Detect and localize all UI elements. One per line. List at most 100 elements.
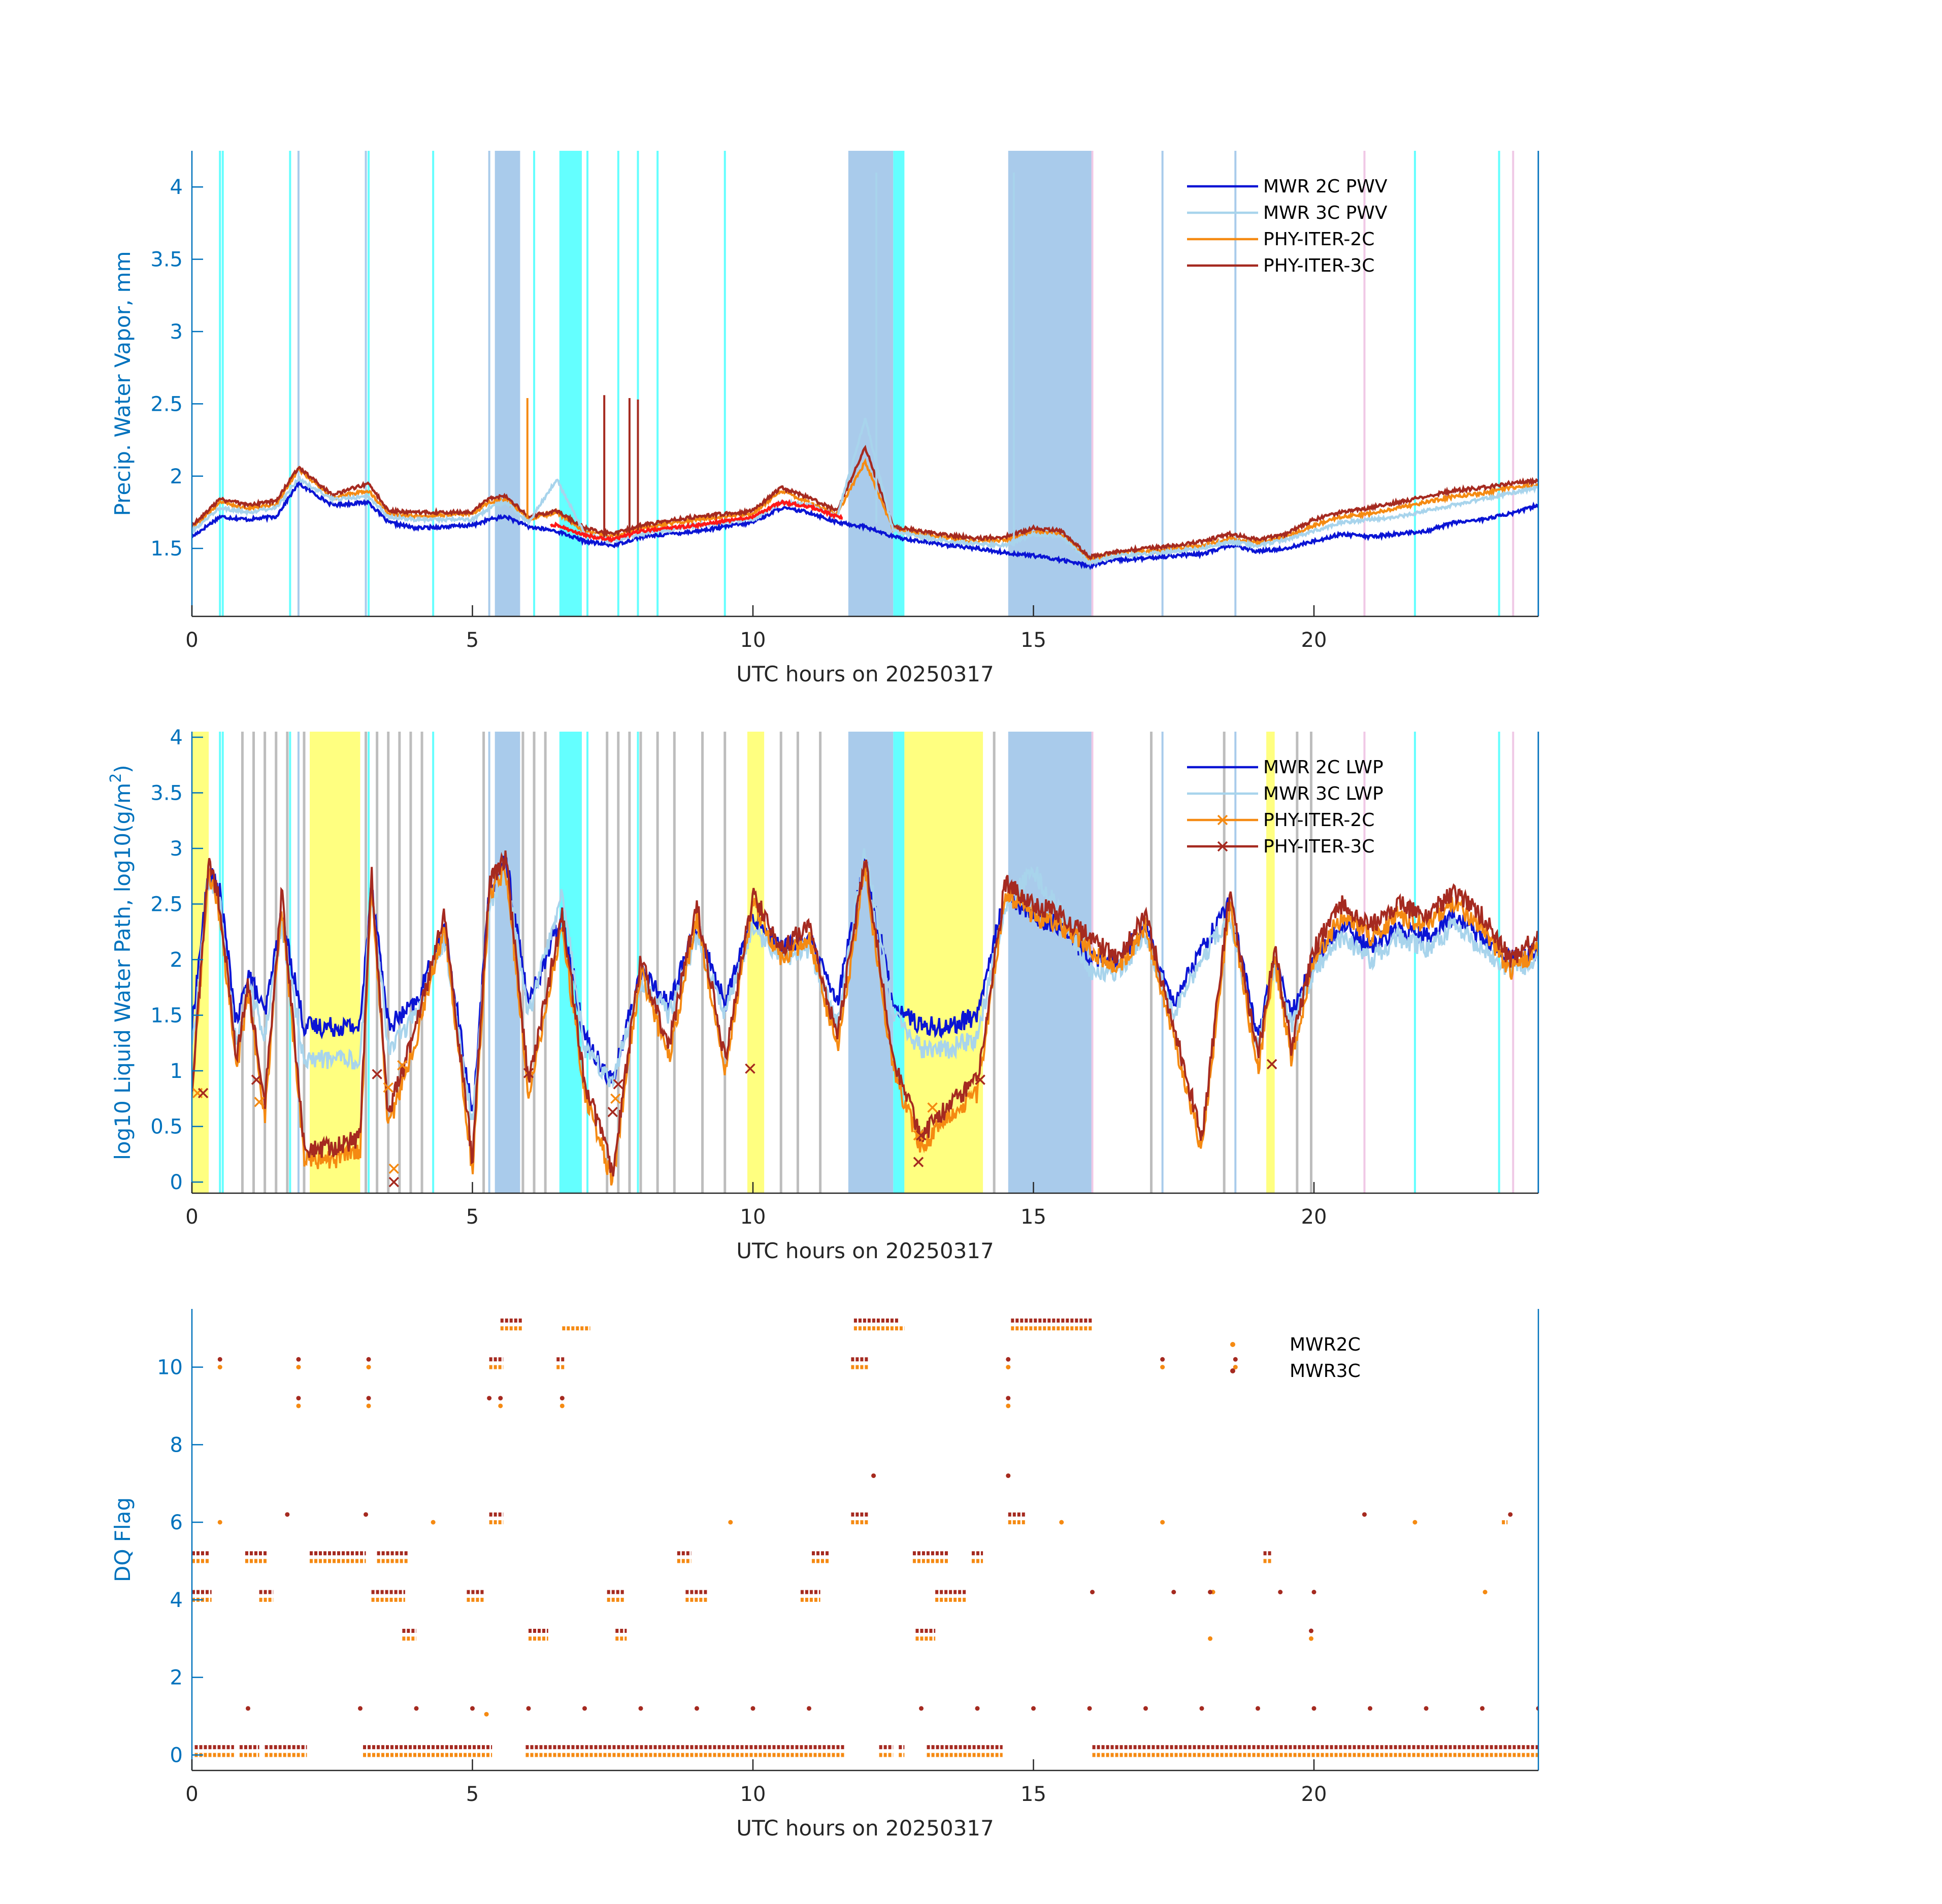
x-tick-label: 15 [1021, 1783, 1046, 1806]
y-tick-label: 3 [170, 320, 183, 344]
dq-point-MWR3C [217, 1357, 222, 1362]
marker-phy2c [383, 1082, 393, 1093]
marker-phy3c [607, 1106, 618, 1118]
y-tick-label: 4 [170, 726, 183, 749]
dq-point-MWR2C [728, 1520, 733, 1525]
dq-point-MWR3C [1368, 1706, 1372, 1711]
dq-point-MWR3C [296, 1396, 301, 1401]
dq-point-MWR3C [1090, 1590, 1095, 1595]
y-axis-label: Precip. Water Vapor, mm [110, 251, 135, 516]
marker-phy3c [613, 1079, 624, 1090]
axes: 0 5 10 15 20 0 2 4 6 8 10 UTC hours on 20250317 DQ F… [110, 1309, 1539, 1841]
marker-phy3c [913, 1157, 924, 1167]
series-line-1 [192, 417, 1538, 567]
y-tick-label: 0.5 [150, 1115, 183, 1139]
dq-point-MWR2C [431, 1520, 436, 1525]
flag-band-cyan [893, 151, 905, 616]
marker-phy3c [198, 1088, 209, 1099]
dq-point-MWR2C [1412, 1520, 1418, 1525]
marker-phy3c [388, 1176, 400, 1188]
y-tick-label: 2.5 [150, 392, 183, 416]
dq-point-MWR2C [1160, 1520, 1165, 1525]
flag-band-blue [1008, 732, 1093, 1193]
dq-point-MWR3C [1278, 1590, 1283, 1595]
y-tick-label: 3 [170, 837, 183, 861]
y-tick-label: 0 [170, 1171, 183, 1194]
legend-entry: MWR 3C LWP [1263, 783, 1384, 804]
dq-point-MWR3C [498, 1396, 503, 1401]
y-tick-label: 1.5 [150, 1004, 183, 1028]
legend-entry: MWR 2C PWV [1263, 176, 1388, 197]
series-line-2 [192, 457, 1538, 564]
legend-marker [1217, 841, 1228, 852]
legend-swatch [1230, 1368, 1235, 1373]
y-tick-label: 8 [170, 1433, 183, 1457]
x-tick-label: 20 [1301, 629, 1327, 652]
x-tick-label: 5 [466, 629, 479, 652]
dq-point-MWR3C [1308, 1628, 1313, 1633]
y-tick-label: 0 [170, 1744, 183, 1767]
dq-point-MWR3C [364, 1512, 369, 1517]
dq-point-MWR2C [1059, 1520, 1064, 1525]
flag-band-cyan [893, 732, 905, 1193]
dq-point-MWR3C [1031, 1706, 1036, 1711]
dq-point-MWR2C [217, 1520, 222, 1525]
plot-area [192, 151, 1538, 616]
legend-entry: MWR 2C LWP [1263, 757, 1384, 778]
axes: 0 5 10 15 20 1.5 2 2.5 3 3.5 4 UTC hours on 2025031… [110, 151, 1539, 686]
legend-entry: PHY-ITER-3C [1263, 836, 1374, 857]
legend-entry: PHY-ITER-2C [1263, 810, 1374, 831]
x-tick-label: 10 [740, 1783, 766, 1806]
dq-point-MWR3C [695, 1706, 699, 1711]
marker-phy3c [523, 1068, 534, 1078]
series-line-red [550, 499, 843, 543]
y-tick-label: 4 [170, 176, 183, 199]
dq-point-MWR2C [366, 1403, 371, 1408]
x-tick-label: 0 [185, 1783, 198, 1806]
x-tick-label: 5 [466, 1205, 479, 1229]
dq-point-MWR2C [1233, 1365, 1238, 1370]
flag-band-yellow [310, 732, 360, 1193]
dq-point-MWR3C [296, 1357, 301, 1362]
flag-band-blue [495, 151, 520, 616]
dq-point-MWR2C [559, 1403, 565, 1408]
dq-point-MWR3C [559, 1396, 565, 1401]
legend-entry: PHY-ITER-2C [1263, 229, 1374, 250]
legend-marker [1217, 814, 1228, 826]
dq-point-MWR3C [1256, 1706, 1260, 1711]
dq-point-MWR3C [1233, 1357, 1238, 1362]
plot-area [192, 1318, 1538, 1757]
marker-phy3c [975, 1074, 985, 1085]
dq-point-MWR2C [498, 1403, 503, 1408]
marker-phy3c [372, 1069, 382, 1079]
pwv-panel: 0 5 10 15 20 1.5 2 2.5 3 3.5 4 UTC hours on 2025031… [110, 151, 1539, 686]
dq-point-MWR3C [1480, 1706, 1485, 1711]
marker-phy3c [251, 1074, 262, 1085]
y-tick-label: 2.5 [150, 893, 183, 916]
dq-point-MWR3C [871, 1473, 876, 1478]
dq-point-MWR3C [358, 1706, 363, 1711]
dq-point-MWR3C [414, 1706, 419, 1711]
dq-point-MWR3C [1143, 1706, 1148, 1711]
dq-point-MWR2C [296, 1403, 301, 1408]
dq-point-MWR3C [285, 1512, 290, 1517]
y-axis-label: log10 Liquid Water Path, log10(g/m2) [107, 765, 135, 1160]
dq-point-MWR3C [366, 1396, 371, 1401]
legend-entry: PHY-ITER-3C [1263, 255, 1374, 276]
dq-point-MWR2C [1208, 1636, 1213, 1641]
dq-point-MWR3C [1508, 1512, 1513, 1517]
dq-point-MWR3C [470, 1706, 475, 1711]
dq-point-MWR3C [1160, 1357, 1165, 1362]
series-line-3 [192, 444, 1538, 560]
dq-point-MWR3C [750, 1706, 755, 1711]
dq-point-MWR3C [246, 1706, 250, 1711]
y-axis-label-sup: 2 [107, 773, 125, 783]
dq-point-MWR2C [366, 1365, 371, 1370]
dq-point-MWR3C [638, 1706, 643, 1711]
dq-point-MWR3C [1311, 1590, 1316, 1595]
x-tick-label: 20 [1301, 1205, 1327, 1229]
dq-point-MWR3C [526, 1706, 531, 1711]
axes: 0 5 10 15 20 0 0.5 1 1.5 2 2.5 3 3.5 4 UTC hours on 20… [107, 726, 1539, 1263]
dq-point-MWR3C [1087, 1706, 1092, 1711]
flag-band-blue [848, 151, 894, 616]
